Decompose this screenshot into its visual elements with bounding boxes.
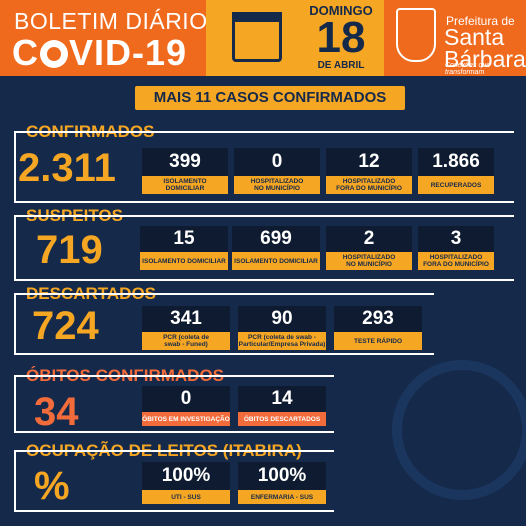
total-descartados: 724 xyxy=(32,304,99,348)
title-line1: BOLETIM DIÁRIO xyxy=(14,8,208,34)
pref-name: Santa Bárbara xyxy=(444,24,526,72)
city-crest-icon xyxy=(396,8,436,62)
card-confirmados-recuperados: 1.866 RECUPERADOS xyxy=(418,148,494,194)
total-leitos: % xyxy=(34,464,70,508)
card-leitos-uti: 100% UTI - SUS xyxy=(142,462,230,504)
card-confirmados-hosp-municipio: 0 HOSPITALIZADO NO MUNICÍPIO xyxy=(234,148,320,194)
pref-label: Prefeitura de xyxy=(446,14,515,28)
title-covid: C VID-19 xyxy=(12,32,188,73)
virus-icon xyxy=(40,40,68,68)
total-confirmados: 2.311 xyxy=(18,146,116,190)
total-suspeitos: 719 xyxy=(36,228,103,272)
card-confirmados-hosp-fora: 12 HOSPITALIZADO FORA DO MUNICÍPIO xyxy=(326,148,412,194)
card-obitos-descartados: 14 ÓBITOS DESCARTADOS xyxy=(238,386,326,426)
card-descartados-pcr-funed: 341 PCR (coleta de swab - Funed) xyxy=(142,306,230,350)
virus-decoration-icon xyxy=(392,360,526,500)
card-suspeitos-hosp-fora: 3 HOSPITALIZADO FORA DO MUNICÍPIO xyxy=(418,226,494,270)
card-leitos-enfermaria: 100% ENFERMARIA - SUS xyxy=(238,462,326,504)
headline-banner: MAIS 11 CASOS CONFIRMADOS xyxy=(135,86,405,110)
weekday: DOMINGO xyxy=(309,3,373,18)
card-suspeitos-hosp-municipio: 2 HOSPITALIZADO NO MUNICÍPIO xyxy=(326,226,412,270)
day-number: 18 xyxy=(316,13,366,62)
card-suspeitos-isolamento-1: 15 ISOLAMENTO DOMICILIAR xyxy=(140,226,228,270)
card-suspeitos-isolamento-2: 699 ISOLAMENTO DOMICILIAR xyxy=(232,226,320,270)
month: DE ABRIL xyxy=(317,60,365,71)
card-descartados-teste-rapido: 293 TESTE RÁPIDO xyxy=(334,306,422,350)
slogan: Conexões que transformam xyxy=(445,62,491,76)
card-confirmados-isolamento: 399 ISOLAMENTO DOMICILIAR xyxy=(142,148,228,194)
card-descartados-pcr-particular: 90 PCR (coleta de swab - Particular/Empre… xyxy=(238,306,326,350)
total-obitos: 34 xyxy=(34,390,79,434)
card-obitos-investigacao: 0 ÓBITOS EM INVESTIGAÇÃO xyxy=(142,386,230,426)
date-panel xyxy=(298,0,384,76)
